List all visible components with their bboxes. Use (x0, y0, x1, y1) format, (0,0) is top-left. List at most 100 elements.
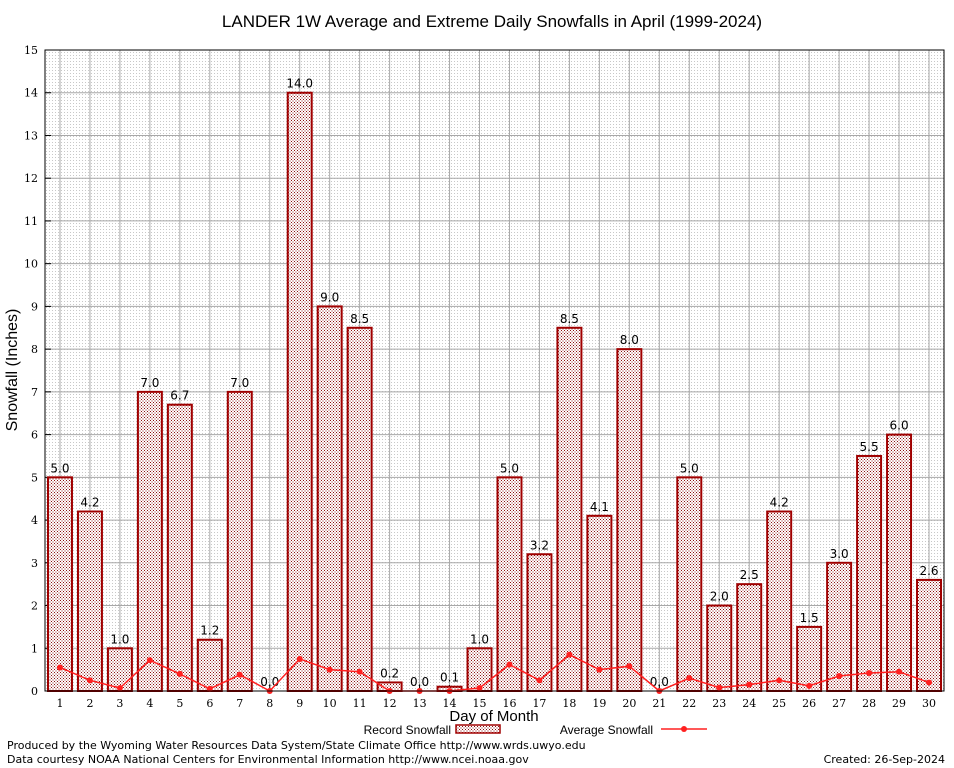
average-point (866, 670, 873, 677)
record-bar (736, 583, 763, 693)
bar-value-label: 6.7 (170, 389, 189, 403)
bar-value-label: 1.2 (200, 624, 219, 638)
y-tick-label: 11 (24, 215, 38, 228)
y-tick-label: 10 (24, 258, 38, 271)
record-bar (826, 561, 853, 692)
record-bar (496, 476, 523, 693)
y-tick-label: 13 (24, 129, 38, 142)
x-tick-label: 24 (742, 697, 756, 710)
bar-value-label: 6.0 (890, 419, 909, 433)
record-bar (796, 625, 823, 693)
record-bar (286, 91, 313, 692)
y-tick-label: 1 (31, 642, 38, 655)
x-tick-label: 3 (116, 697, 123, 710)
footer-producer: Produced by the Wyoming Water Resources … (7, 739, 586, 752)
average-point (746, 681, 753, 688)
average-point (596, 666, 603, 673)
average-point (476, 685, 483, 692)
x-tick-label: 15 (473, 697, 487, 710)
y-tick-label: 14 (24, 87, 38, 100)
y-tick-label: 12 (24, 172, 38, 185)
average-point (716, 684, 723, 691)
y-tick-label: 5 (31, 471, 38, 484)
average-point (836, 673, 843, 680)
x-tick-label: 1 (56, 697, 63, 710)
bar-value-label: 5.0 (500, 461, 519, 475)
y-tick-label: 2 (31, 600, 38, 613)
record-bar (106, 647, 133, 692)
record-bar (916, 578, 943, 692)
record-bar (556, 326, 583, 692)
y-tick-label: 3 (31, 557, 38, 570)
record-bar (706, 604, 733, 692)
x-tick-label: 12 (383, 697, 397, 710)
legend-record-swatch (455, 724, 501, 734)
bar-value-label: 2.5 (740, 568, 759, 582)
x-tick-label: 13 (413, 697, 427, 710)
average-point (176, 670, 183, 677)
plot-frame (44, 49, 945, 692)
legend: Record Snowfall Average Snowfall (364, 723, 707, 737)
bar-value-label: 5.0 (50, 461, 69, 475)
y-tick-label: 6 (31, 429, 38, 442)
bar-value-label: 5.5 (860, 440, 879, 454)
average-point (356, 668, 363, 675)
y-tick-label: 7 (31, 386, 38, 399)
y-tick-label: 15 (24, 44, 38, 57)
x-tick-label: 19 (592, 697, 606, 710)
bar-value-label: 8.5 (560, 312, 579, 326)
x-tick-label: 22 (682, 697, 696, 710)
legend-average-marker (681, 726, 687, 732)
record-bar (346, 326, 373, 692)
bar-value-label: 4.2 (770, 496, 789, 510)
average-point (686, 675, 693, 682)
bar-value-label: 2.6 (919, 564, 938, 578)
average-line (59, 653, 930, 692)
x-tick-label: 11 (353, 697, 367, 710)
x-tick-label: 26 (802, 697, 816, 710)
record-bars (46, 91, 943, 693)
plot-area (45, 50, 944, 691)
bar-value-label: 2.0 (710, 590, 729, 604)
x-tick-label: 2 (86, 697, 93, 710)
record-bar (196, 638, 223, 692)
record-bar (316, 305, 343, 692)
x-tick-label: 30 (922, 697, 936, 710)
record-bar (856, 454, 883, 693)
bar-value-label: 0.0 (410, 675, 429, 689)
record-bar (226, 390, 253, 692)
record-bar (46, 476, 73, 693)
record-bar (616, 348, 643, 692)
x-tick-label: 23 (712, 697, 726, 710)
bar-value-label: 1.0 (110, 632, 129, 646)
x-tick-label: 28 (862, 697, 876, 710)
x-tick-label: 9 (296, 697, 303, 710)
average-point (116, 685, 123, 692)
x-tick-label: 8 (266, 697, 273, 710)
average-point (566, 651, 573, 658)
chart-title: LANDER 1W Average and Extreme Daily Snow… (222, 12, 762, 31)
bar-value-label: 7.0 (230, 376, 249, 390)
x-tick-label: 10 (323, 697, 337, 710)
record-bar (166, 403, 193, 692)
record-bar (466, 647, 493, 692)
x-tick-label: 5 (176, 697, 183, 710)
y-tick-label: 9 (31, 300, 38, 313)
footer-data-source: Data courtesy NOAA National Centers for … (7, 753, 529, 766)
x-tick-label: 16 (502, 697, 516, 710)
average-point (206, 685, 213, 692)
x-tick-label: 27 (832, 697, 846, 710)
record-bar (526, 553, 553, 693)
bar-value-labels: 5.0 4.2 1.0 7.0 6.7 1.2 7.0 0.0 14.0 9.0 8.5 0.2 0.0… (50, 77, 938, 689)
x-tick-label: 20 (622, 697, 636, 710)
record-bar (766, 510, 793, 692)
bar-value-label: 8.0 (620, 333, 639, 347)
x-tick-label: 21 (652, 697, 666, 710)
legend-average-label: Average Snowfall (560, 723, 653, 737)
footer-created-date: Created: 26-Sep-2024 (823, 753, 945, 766)
average-point (926, 679, 933, 686)
y-tick-label: 8 (31, 343, 38, 356)
bar-value-label: 14.0 (286, 77, 313, 91)
x-axis-ticks: 1 2 3 4 5 6 7 8 9 10 11 12 13 14 15 16 17 18 19 20 21 22 23 24 2… (56, 685, 936, 710)
